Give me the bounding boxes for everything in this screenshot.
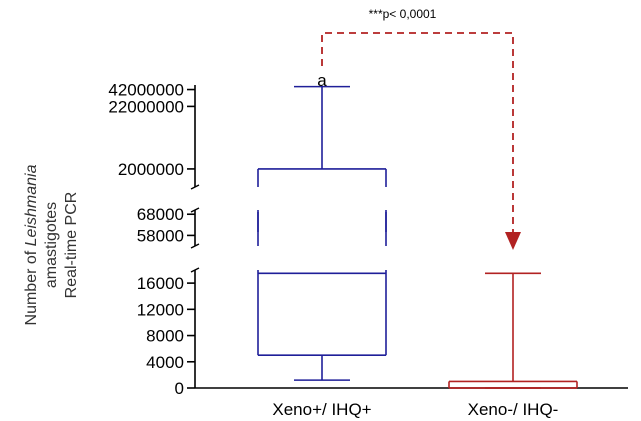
y-tick-label: 4000: [146, 353, 184, 372]
axis-break-mark: [190, 184, 200, 190]
x-category-label: Xeno+/ IHQ+: [272, 400, 371, 419]
y-tick-label: 58000: [137, 226, 184, 245]
axis-break-mark: [190, 267, 200, 273]
y-axis-label-text: Number of: [23, 246, 40, 325]
y-axis-label-line: Number of Leishmania: [23, 164, 40, 325]
significance-arrowhead: [505, 232, 521, 250]
y-tick-label: 22000000: [108, 97, 184, 116]
axes: 0 4000 8000 12000 16000 58000 68000 2000000 2200…: [108, 81, 628, 398]
annotations: a ***p< 0,0001: [317, 7, 521, 250]
y-tick-label: 2000000: [118, 160, 184, 179]
axis-break-mark: [190, 207, 200, 213]
significance-bracket: [321, 32, 514, 232]
y-tick-label: 68000: [137, 205, 184, 224]
x-category-label: Xeno-/ IHQ-: [468, 400, 559, 419]
y-axis-label-text: Real-time PCR: [63, 192, 80, 299]
labels: Xeno+/ IHQ+ Xeno-/ IHQ- Number of Leishman…: [23, 164, 558, 419]
y-axis-label-text: amastigotes: [43, 202, 60, 288]
y-tick-label: 42000000: [108, 81, 184, 100]
y-tick-label: 0: [175, 379, 184, 398]
axis-break-mark: [190, 243, 200, 249]
y-tick-label: 16000: [137, 274, 184, 293]
y-axis-label-line: amastigotes: [43, 202, 60, 288]
y-axis-label-italic: Leishmania: [23, 164, 40, 246]
y-axis-label-line: Real-time PCR: [63, 192, 80, 299]
y-tick-label: 12000: [137, 300, 184, 319]
y-tick-label: 8000: [146, 327, 184, 346]
annotation-a: a: [317, 71, 327, 90]
boxes: [257, 85, 578, 389]
significance-label: ***p< 0,0001: [369, 7, 437, 21]
